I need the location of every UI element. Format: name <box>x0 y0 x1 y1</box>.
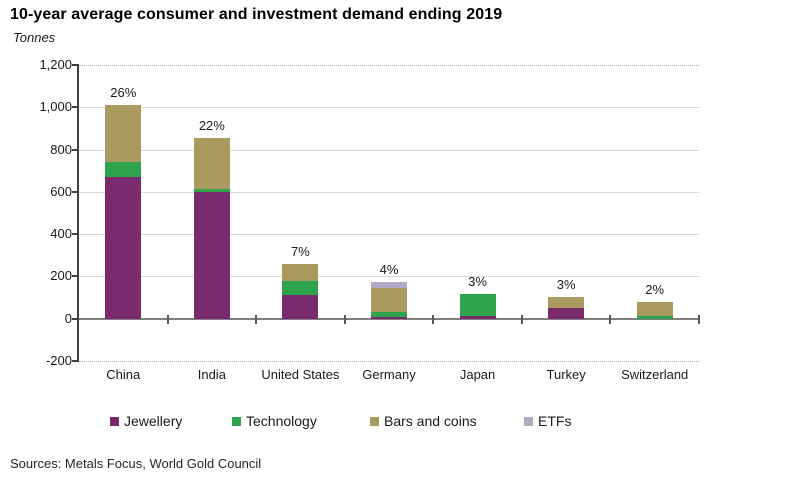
y-axis-tick <box>72 360 79 362</box>
chart-title: 10-year average consumer and investment … <box>10 6 503 23</box>
bar-segment-bars-and-coins <box>193 137 230 189</box>
y-axis-tick <box>72 148 79 151</box>
bar-percent-label: 26% <box>110 85 137 101</box>
bar-segment-technology <box>636 315 673 319</box>
bar-percent-label: 3% <box>556 276 576 292</box>
source-note: Sources: Metals Focus, World Gold Counci… <box>10 456 262 471</box>
legend-swatch-icon <box>232 416 241 426</box>
gridline <box>79 65 699 66</box>
y-axis-tick <box>72 317 79 320</box>
x-axis-tick <box>432 314 435 324</box>
y-tick-label: 600 <box>50 183 72 199</box>
legend-swatch-icon <box>370 416 379 426</box>
bar-percent-label: 2% <box>645 281 665 297</box>
y-tick-label: 800 <box>50 141 72 157</box>
bar-segment-bars-and-coins <box>371 288 407 313</box>
legend-item-technology: Technology <box>232 414 317 428</box>
bar-segment-bars-and-coins <box>105 105 142 163</box>
bar-percent-label: 7% <box>291 243 310 259</box>
bar-percent-label: 22% <box>198 117 225 133</box>
bar-segment-jewellery <box>371 316 407 319</box>
x-axis-tick <box>609 314 612 324</box>
y-tick-label: 400 <box>50 226 72 242</box>
y-tick-label: 1,000 <box>39 99 72 115</box>
legend-label: Jewellery <box>124 413 183 429</box>
bar-segment-jewellery <box>459 315 496 319</box>
bar-segment-etfs <box>371 281 407 289</box>
legend-label: Bars and coins <box>384 413 477 429</box>
legend-swatch-icon <box>524 416 533 426</box>
y-tick-label: 200 <box>50 268 72 284</box>
bar-percent-label: 3% <box>468 274 487 290</box>
x-category-label: Switzerland <box>621 367 689 382</box>
gridline <box>79 361 699 362</box>
bar-segment-bars-and-coins <box>636 301 673 316</box>
x-category-label: Turkey <box>546 367 586 382</box>
gridline <box>79 191 699 193</box>
y-axis-line <box>77 65 79 361</box>
x-axis-tick <box>255 314 258 324</box>
bar-segment-technology <box>282 280 319 296</box>
gridline <box>79 234 699 236</box>
bar-segment-jewellery <box>548 308 585 319</box>
bar-segment-technology <box>105 162 142 178</box>
y-tick-label: -200 <box>45 353 72 368</box>
bar-segment-jewellery <box>282 295 319 319</box>
x-axis-tick <box>520 314 523 324</box>
bar-segment-technology <box>371 312 407 317</box>
y-axis-tick <box>72 190 79 193</box>
bar-segment-jewellery <box>193 191 230 319</box>
x-category-label: China <box>106 367 141 382</box>
x-category-label: Germany <box>362 367 416 382</box>
gridline <box>79 107 699 109</box>
legend-item-etfs: ETFs <box>524 414 571 428</box>
legend-label: Technology <box>246 413 317 429</box>
bar-percent-label: 4% <box>379 261 399 277</box>
legend-item-bars-and-coins: Bars and coins <box>370 414 477 428</box>
legend-label: ETFs <box>538 413 572 429</box>
y-axis-tick <box>72 106 79 109</box>
bar-segment-jewellery <box>105 177 142 319</box>
gridline <box>79 149 699 151</box>
bar-segment-bars-and-coins <box>282 263 319 281</box>
y-axis-tick <box>72 275 79 278</box>
legend-swatch-icon <box>110 416 119 426</box>
x-category-label: India <box>197 367 226 382</box>
bar-segment-bars-and-coins <box>548 296 585 309</box>
y-tick-label: 0 <box>64 310 72 326</box>
x-axis-tick <box>166 314 169 324</box>
legend-item-jewellery: Jewellery <box>110 414 182 428</box>
y-axis-tick <box>72 64 79 66</box>
x-axis-tick <box>698 314 700 324</box>
y-axis-unit-label: Tonnes <box>13 30 56 45</box>
x-axis-tick <box>343 314 346 324</box>
bar-segment-technology <box>193 188 230 192</box>
x-category-label: Japan <box>459 367 496 382</box>
x-axis-line <box>79 317 699 320</box>
y-axis-tick <box>72 233 79 236</box>
bar-segment-technology <box>459 294 496 316</box>
x-category-label: United States <box>261 367 340 382</box>
y-tick-label: 1,200 <box>39 57 72 72</box>
gridline <box>79 276 699 278</box>
